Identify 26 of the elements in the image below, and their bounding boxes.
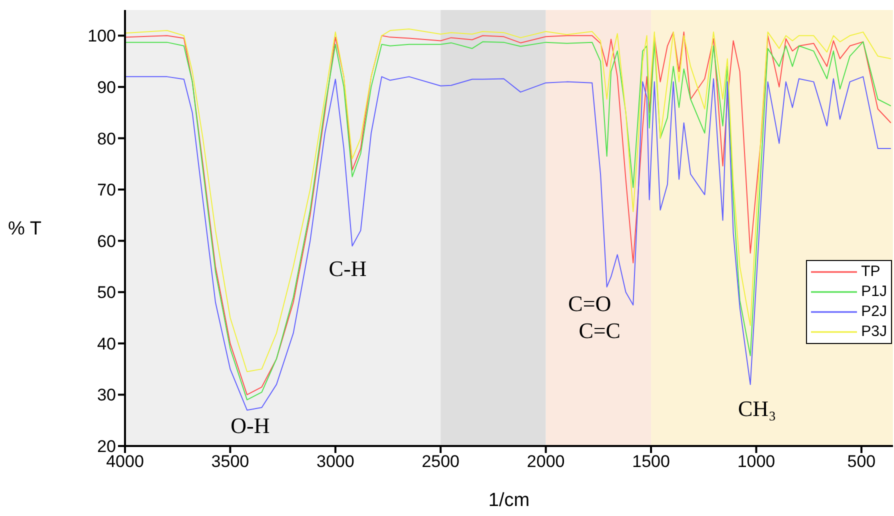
y-tick-label: 40 [97,334,116,354]
y-axis-title: % T [8,218,42,240]
x-tick-label: 3000 [316,452,354,472]
annotation: C=C [578,318,620,344]
annotation: CH₃ [738,396,776,422]
annotation: C=O [568,290,612,317]
x-tick-label: 2500 [422,452,460,472]
y-tick-label: 60 [97,232,116,251]
legend-label: P2J [861,302,887,322]
y-tick-label: 80 [97,129,116,148]
annotation: O-H [230,412,270,439]
annotation: C-H [328,256,367,282]
y-tick-label: 90 [97,78,116,97]
x-tick-label: 3500 [211,452,250,472]
x-tick-label: 1500 [632,452,670,472]
x-tick-label: 2000 [526,452,565,472]
legend-label: P3J [861,322,887,342]
x-axis-title: 1/cm [488,490,530,511]
y-tick-label: 70 [97,180,116,200]
y-tick-label: 30 [97,386,116,405]
legend-label: TP [861,262,880,282]
x-tick-label: 1000 [737,452,776,472]
x-tick-label: 500 [847,452,876,472]
y-tick-label: 50 [97,283,116,302]
legend-label: P1J [861,282,887,302]
y-tick-label: 100 [88,26,116,46]
